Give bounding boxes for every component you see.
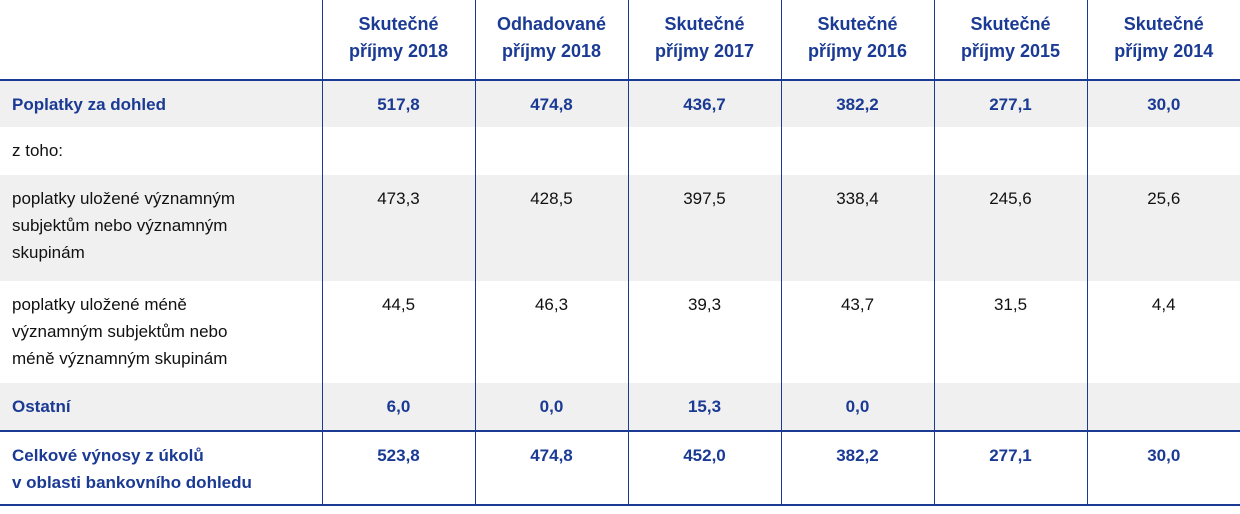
value-cell: 436,7 [627, 80, 781, 127]
value-cell: 39,3 [627, 281, 781, 383]
empty-cell [1086, 383, 1240, 431]
row-label: Celkové výnosy z úkolů v oblasti bankovn… [0, 430, 322, 506]
empty-cell [1086, 127, 1240, 175]
value-cell: 245,6 [933, 175, 1087, 281]
value-cell: 30,0 [1086, 430, 1240, 506]
column-header: Odhadované příjmy 2018 [474, 0, 628, 81]
table-row: Ostatní 6,0 0,0 15,3 0,0 [0, 383, 1240, 431]
row-label: z toho: [12, 141, 64, 160]
table-row: z toho: [0, 127, 1240, 175]
value-cell: 523,8 [321, 430, 475, 506]
value-cell: 474,8 [474, 430, 628, 506]
empty-cell [627, 127, 781, 175]
value-cell: 44,5 [321, 281, 475, 383]
column-header: Skutečné příjmy 2018 [321, 0, 475, 81]
value-cell: 4,4 [1086, 281, 1240, 383]
value-cell: 428,5 [474, 175, 628, 281]
empty-cell [780, 127, 934, 175]
table-row: poplatky uložené významným subjektům neb… [0, 175, 1240, 281]
value-cell: 382,2 [780, 430, 934, 506]
row-label: poplatky uložené méně významným subjektů… [12, 295, 228, 368]
value-cell: 6,0 [321, 383, 475, 431]
value-cell: 15,3 [627, 383, 781, 431]
empty-cell [933, 127, 1087, 175]
column-header: Skutečné příjmy 2017 [627, 0, 781, 81]
value-cell: 382,2 [780, 80, 934, 127]
empty-cell [933, 383, 1087, 431]
value-cell: 277,1 [933, 430, 1087, 506]
value-cell: 397,5 [627, 175, 781, 281]
header-row: Skutečné příjmy 2018 Odhadované příjmy 20… [0, 0, 1240, 81]
value-cell: 473,3 [321, 175, 475, 281]
empty-cell [321, 127, 475, 175]
column-header: Skutečné příjmy 2014 [1086, 0, 1240, 81]
value-cell: 31,5 [933, 281, 1087, 383]
table-row: Poplatky za dohled 517,8 474,8 436,7 382,2 27… [0, 80, 1240, 127]
table-row: poplatky uložené méně významným subjektů… [0, 281, 1240, 383]
corner-cell [0, 0, 322, 81]
column-header: Skutečné příjmy 2016 [780, 0, 934, 81]
value-cell: 0,0 [780, 383, 934, 431]
value-cell: 474,8 [474, 80, 628, 127]
value-cell: 0,0 [474, 383, 628, 431]
row-label: poplatky uložené významným subjektům neb… [0, 175, 322, 281]
table-row: Celkové výnosy z úkolů v oblasti bankovn… [0, 430, 1240, 506]
value-cell: 338,4 [780, 175, 934, 281]
value-cell: 46,3 [474, 281, 628, 383]
column-header: Skutečné příjmy 2015 [933, 0, 1087, 81]
value-cell: 30,0 [1086, 80, 1240, 127]
value-cell: 277,1 [933, 80, 1087, 127]
empty-cell [474, 127, 628, 175]
value-cell: 25,6 [1086, 175, 1240, 281]
value-cell: 452,0 [627, 430, 781, 506]
row-label: Poplatky za dohled [0, 80, 322, 127]
value-cell: 517,8 [321, 80, 475, 127]
value-cell: 43,7 [780, 281, 934, 383]
row-label: Ostatní [0, 383, 322, 431]
